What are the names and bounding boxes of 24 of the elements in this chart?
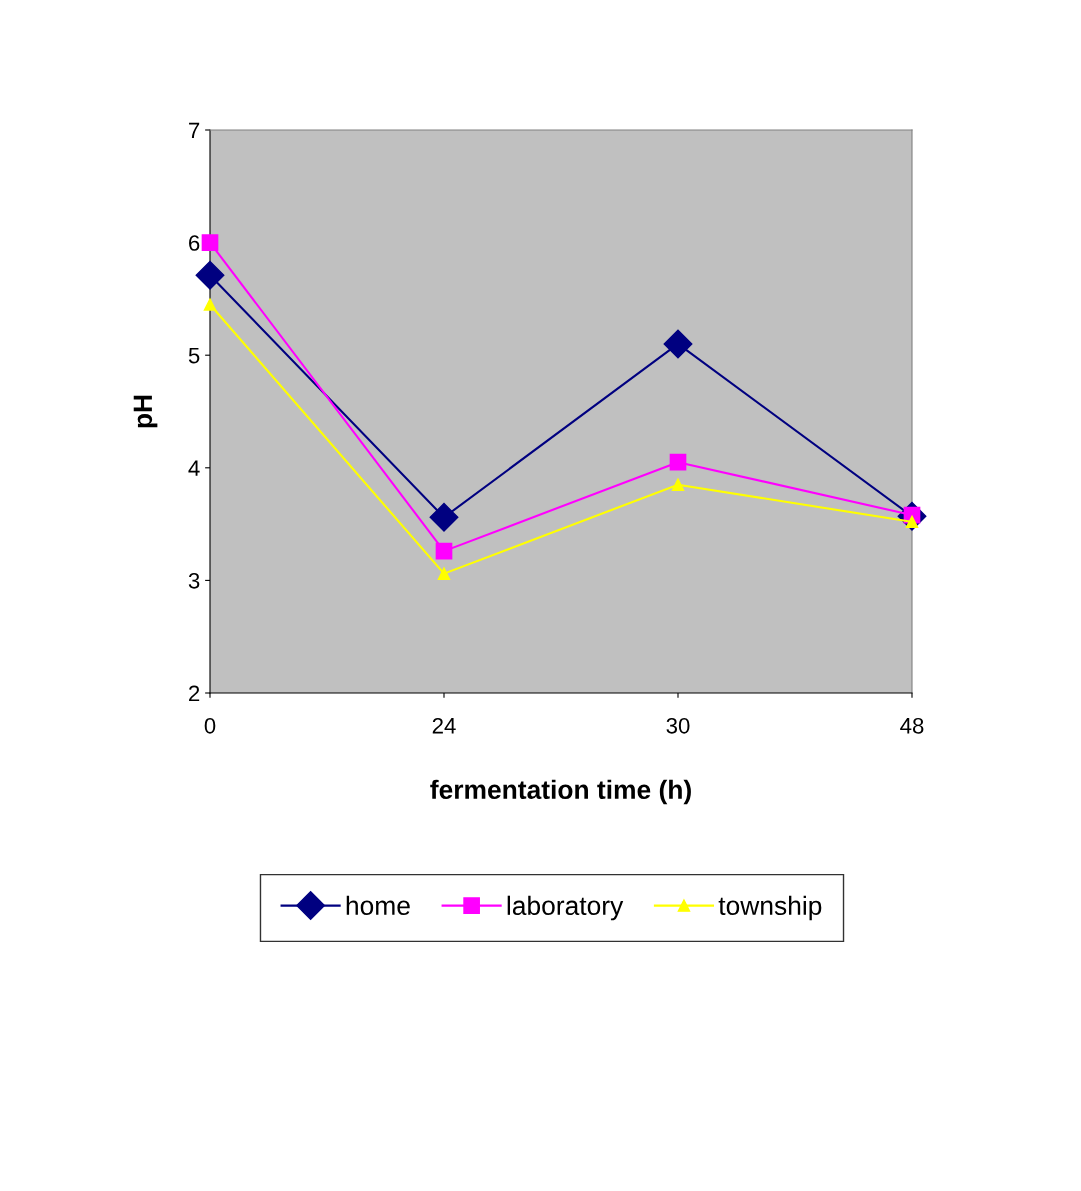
- point: [663, 329, 693, 359]
- point: [671, 478, 685, 491]
- y-tick-label: 2: [189, 685, 200, 702]
- point: [437, 567, 451, 580]
- legend-label: laboratory: [507, 895, 624, 921]
- point: [429, 502, 459, 532]
- y-tick-label: 5: [188, 347, 200, 364]
- y-tick-label: 6: [189, 235, 200, 251]
- y-tick-label: 4: [188, 460, 200, 476]
- point: [203, 298, 217, 311]
- y-tick-label: 3: [188, 572, 200, 589]
- x-tick-label: 48: [900, 717, 924, 734]
- legend-label: township: [718, 895, 822, 921]
- point: [435, 542, 453, 560]
- x-tick-label: 0: [204, 717, 216, 734]
- point: [195, 260, 225, 290]
- point: [669, 453, 687, 471]
- y-tick-label: 7: [189, 122, 200, 139]
- x-tick-label: 24: [432, 717, 456, 734]
- legend-label: home: [346, 895, 410, 916]
- point: [201, 234, 219, 251]
- x-axis-title: fermentation time (h): [430, 779, 691, 805]
- y-axis-title: pH: [133, 395, 158, 428]
- x-tick-label: 30: [666, 717, 690, 734]
